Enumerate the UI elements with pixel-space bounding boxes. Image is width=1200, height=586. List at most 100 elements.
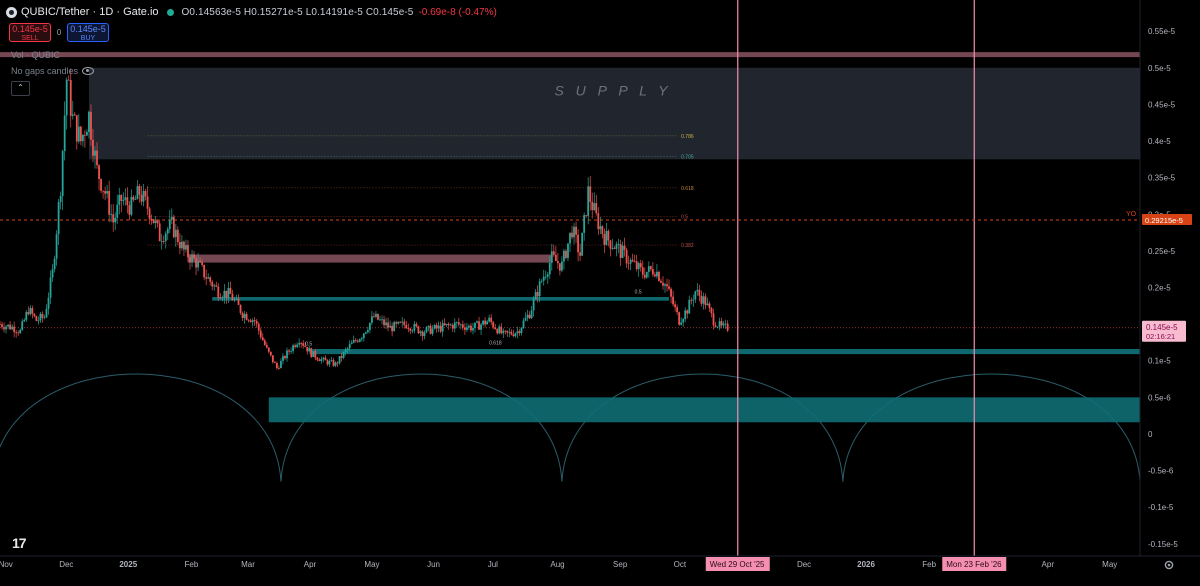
candle-body — [395, 322, 398, 324]
candle — [680, 317, 683, 326]
candle — [88, 110, 90, 139]
candle — [510, 329, 513, 336]
candle — [656, 264, 658, 279]
candle — [597, 207, 600, 235]
sell-button[interactable]: 0.145e-5 SELL — [9, 23, 51, 42]
candle-body — [39, 313, 42, 321]
candle-body — [413, 323, 416, 331]
candle-body — [583, 215, 586, 233]
candle — [577, 229, 579, 262]
candle — [152, 218, 155, 224]
candle-body — [0, 324, 1, 325]
candle-body — [332, 360, 335, 366]
candle-body — [237, 298, 240, 305]
candle-body — [300, 343, 303, 344]
candle — [488, 314, 491, 323]
candle-body — [718, 321, 721, 327]
candle — [178, 233, 181, 255]
candle-body — [120, 195, 123, 201]
candle — [79, 125, 82, 146]
candle-body — [429, 325, 432, 334]
candle — [579, 243, 582, 261]
no-gaps-indicator[interactable]: No gaps candles — [11, 66, 95, 76]
candle — [405, 320, 408, 329]
candle — [472, 323, 474, 335]
eye-icon[interactable] — [82, 67, 95, 75]
candle-body — [496, 329, 499, 334]
candle-body — [193, 254, 195, 259]
candle — [207, 273, 210, 280]
buy-price: 0.145e-5 — [70, 24, 106, 34]
fib-label: 0.618 — [681, 186, 694, 192]
candle-body — [409, 328, 412, 331]
candle-body — [255, 320, 258, 324]
candle — [227, 282, 230, 304]
candle — [360, 336, 363, 342]
candle-body — [160, 241, 163, 242]
candle — [563, 248, 565, 270]
candle — [684, 307, 687, 323]
candle — [209, 276, 212, 286]
candle — [429, 323, 432, 335]
candle-body — [433, 325, 436, 329]
candle-body — [688, 299, 691, 314]
candle — [512, 329, 515, 338]
candle — [148, 206, 151, 225]
candle-body — [358, 339, 361, 342]
candle-body — [251, 320, 254, 323]
candle — [158, 219, 161, 242]
candle-body — [411, 330, 414, 332]
candle — [92, 128, 94, 163]
candle-body — [403, 321, 406, 325]
candle — [63, 101, 66, 161]
candle-body — [567, 243, 569, 258]
candle — [567, 243, 569, 262]
candle-body — [554, 254, 557, 261]
tradingview-logo[interactable]: 17 — [12, 535, 27, 551]
candle-body — [187, 245, 189, 258]
candle-body — [623, 245, 626, 250]
candle — [633, 254, 636, 263]
buy-button[interactable]: 0.145e-5 BUY — [67, 23, 109, 42]
candle — [668, 279, 670, 291]
gear-icon[interactable] — [1163, 559, 1175, 571]
candle — [150, 214, 153, 225]
candle-body — [130, 196, 133, 215]
candle — [666, 278, 668, 292]
sell-price: 0.145e-5 — [12, 24, 48, 34]
candle — [3, 322, 5, 333]
candle-body — [334, 362, 337, 366]
candle-body — [21, 321, 24, 330]
volume-indicator[interactable]: Vol · QUBIC — [11, 50, 60, 60]
candle-body — [294, 345, 297, 347]
candle — [611, 238, 614, 250]
candle — [300, 341, 303, 348]
candle — [144, 188, 147, 201]
candle-body — [146, 196, 149, 209]
candle — [239, 304, 242, 315]
candle-body — [504, 330, 507, 332]
candle-body — [538, 281, 541, 297]
symbol-title[interactable]: QUBIC/Tether · 1D · Gate.io — [21, 6, 159, 18]
candle-body — [377, 313, 379, 320]
candle-body — [451, 324, 454, 329]
candle — [449, 323, 452, 327]
collapse-indicators-button[interactable]: ⌃ — [11, 81, 30, 96]
candle — [67, 75, 70, 81]
candle — [118, 187, 121, 215]
candle — [411, 328, 414, 334]
candle — [393, 320, 396, 332]
y-tick-label: -0.15e-5 — [1148, 540, 1178, 549]
candle — [146, 186, 149, 216]
candle — [17, 330, 20, 336]
candle — [348, 340, 351, 352]
candle — [59, 191, 62, 210]
candle-body — [219, 297, 222, 299]
candle-body — [702, 296, 705, 304]
candle — [641, 260, 644, 279]
x-tick-label: Mar — [241, 560, 255, 569]
candle — [205, 269, 208, 286]
candle-body — [710, 307, 713, 314]
